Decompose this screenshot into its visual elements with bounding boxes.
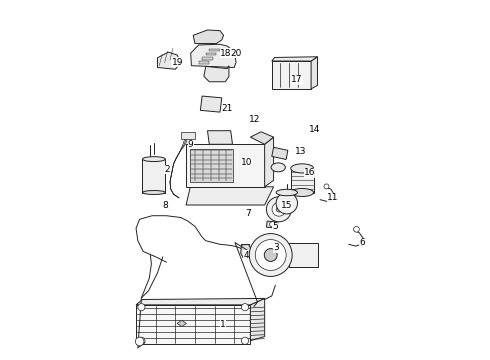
Ellipse shape (143, 190, 165, 194)
Polygon shape (202, 57, 213, 60)
Polygon shape (136, 305, 250, 344)
Circle shape (270, 222, 275, 227)
Text: 14: 14 (309, 126, 320, 135)
Text: 2: 2 (165, 165, 170, 174)
Text: 15: 15 (281, 201, 292, 210)
Ellipse shape (143, 157, 165, 162)
Circle shape (242, 337, 248, 344)
Polygon shape (190, 149, 233, 182)
Circle shape (138, 303, 145, 311)
Ellipse shape (291, 189, 314, 197)
Polygon shape (186, 144, 265, 187)
Polygon shape (267, 221, 278, 228)
Polygon shape (204, 66, 229, 82)
Polygon shape (291, 168, 314, 193)
Circle shape (138, 337, 145, 344)
Text: 13: 13 (295, 147, 307, 156)
Polygon shape (198, 62, 209, 64)
Text: 16: 16 (304, 168, 316, 177)
Polygon shape (311, 57, 318, 89)
Circle shape (242, 303, 248, 311)
Polygon shape (209, 49, 220, 51)
Polygon shape (136, 298, 265, 305)
Polygon shape (191, 44, 236, 67)
Circle shape (267, 197, 292, 222)
Text: 8: 8 (163, 201, 169, 210)
Polygon shape (241, 244, 252, 258)
Polygon shape (157, 52, 181, 69)
Polygon shape (193, 30, 223, 44)
Polygon shape (206, 53, 217, 55)
Circle shape (354, 226, 359, 232)
Text: 6: 6 (359, 238, 365, 247)
Text: 10: 10 (242, 158, 253, 167)
Polygon shape (143, 159, 165, 193)
Text: 21: 21 (222, 104, 233, 113)
Polygon shape (181, 132, 195, 139)
Polygon shape (289, 243, 318, 267)
Polygon shape (200, 96, 222, 112)
Text: 12: 12 (248, 115, 260, 124)
Text: 11: 11 (327, 193, 339, 202)
Circle shape (272, 202, 286, 216)
Ellipse shape (276, 189, 297, 196)
Text: 17: 17 (292, 76, 303, 85)
Polygon shape (250, 298, 265, 341)
Text: 20: 20 (231, 49, 242, 58)
Polygon shape (272, 57, 318, 61)
Ellipse shape (291, 164, 314, 173)
Circle shape (324, 184, 329, 189)
Text: 18: 18 (220, 49, 231, 58)
Circle shape (276, 193, 297, 214)
Polygon shape (250, 132, 273, 144)
Text: 7: 7 (245, 210, 251, 219)
Circle shape (276, 207, 282, 212)
Text: 3: 3 (273, 243, 279, 252)
Text: 9: 9 (188, 140, 194, 149)
Polygon shape (272, 147, 288, 159)
Polygon shape (186, 187, 273, 205)
Circle shape (255, 240, 286, 270)
Polygon shape (272, 61, 311, 89)
Polygon shape (177, 320, 186, 327)
Circle shape (264, 249, 277, 261)
Text: 4: 4 (243, 251, 249, 260)
Text: 19: 19 (172, 58, 183, 67)
Text: 5: 5 (272, 222, 277, 231)
Polygon shape (265, 137, 273, 187)
Circle shape (249, 234, 292, 276)
Ellipse shape (271, 163, 285, 172)
Polygon shape (207, 131, 232, 144)
Text: 1: 1 (220, 320, 226, 329)
Circle shape (135, 337, 144, 346)
